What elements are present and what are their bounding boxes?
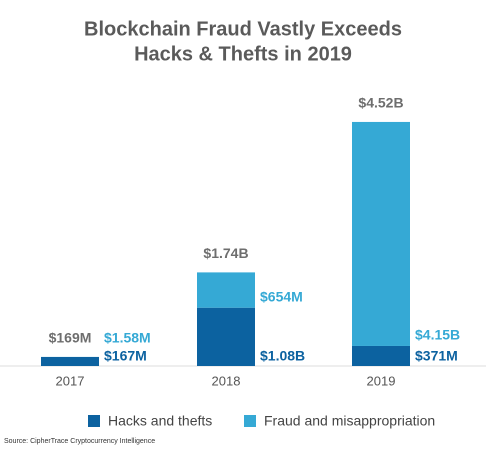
value-label: $167M [104,348,147,364]
total-label: $4.52B [358,95,403,111]
x-tick-label: 2018 [212,373,241,388]
x-tick-label: 2019 [367,373,396,388]
legend-label: Fraud and misappropriation [264,413,435,429]
legend-swatch [88,415,100,427]
bar-segment [41,356,99,366]
legend-swatch [244,415,256,427]
total-label: $1.74B [203,245,248,261]
bar-segment [197,272,255,308]
value-label: $4.15B [415,327,460,343]
value-label: $1.58M [104,330,151,346]
source: Source: CipherTrace Cryptocurrency Intel… [4,438,155,445]
bar-segment [197,307,255,366]
total-label: $169M [49,330,92,346]
value-label: $371M [415,348,458,364]
x-tick-label: 2017 [56,373,85,388]
legend-label: Hacks and thefts [108,413,212,429]
value-label: $1.08B [260,348,305,364]
bar-segment [352,121,410,346]
value-label: $654M [260,288,303,304]
bar-segment [352,345,410,366]
chart-title: Hacks & Thefts in 2019 [134,43,352,65]
chart-title: Blockchain Fraud Vastly Exceeds [84,18,402,40]
